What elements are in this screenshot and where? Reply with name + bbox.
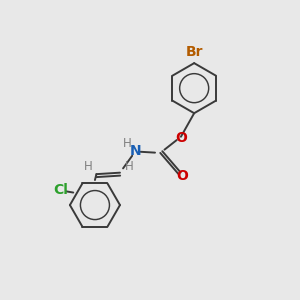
Text: O: O <box>176 169 188 183</box>
Text: O: O <box>175 130 187 145</box>
Text: Br: Br <box>185 45 203 59</box>
Text: Cl: Cl <box>53 183 68 197</box>
Text: H: H <box>123 137 131 150</box>
Text: H: H <box>84 160 92 173</box>
Text: N: N <box>130 145 141 158</box>
Text: H: H <box>124 160 133 173</box>
